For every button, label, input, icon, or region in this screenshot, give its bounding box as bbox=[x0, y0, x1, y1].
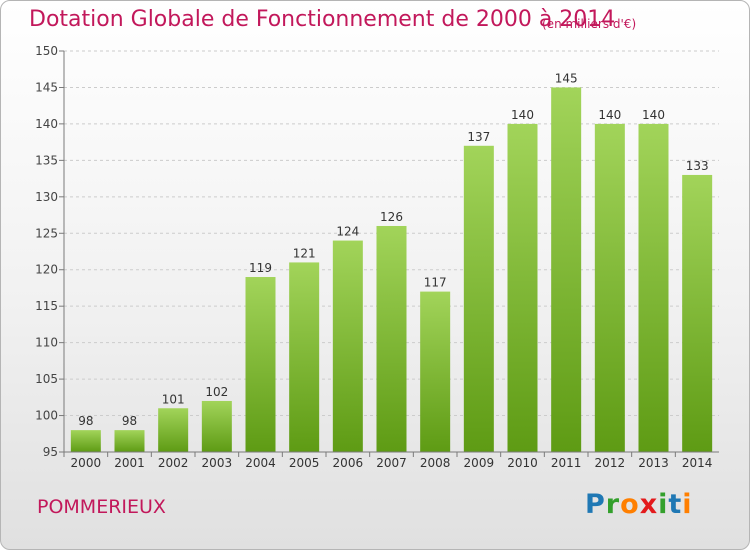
data-label: 140 bbox=[598, 108, 621, 122]
y-tick-label: 150 bbox=[35, 44, 58, 58]
chart-title: Dotation Globale de Fonctionnement de 20… bbox=[29, 7, 616, 32]
x-tick-label: 2005 bbox=[289, 456, 320, 470]
x-tick-label: 2004 bbox=[245, 456, 276, 470]
data-label: 117 bbox=[424, 276, 447, 290]
data-label: 119 bbox=[249, 261, 272, 275]
bar-2004 bbox=[245, 277, 276, 452]
data-label: 121 bbox=[293, 246, 316, 260]
bar-2005 bbox=[289, 262, 320, 452]
bar-2001 bbox=[114, 430, 145, 452]
x-tick-label: 2008 bbox=[420, 456, 451, 470]
x-tick-label: 2001 bbox=[114, 456, 145, 470]
data-label: 101 bbox=[162, 392, 185, 406]
data-label: 124 bbox=[336, 225, 359, 239]
logo-letter: t bbox=[668, 489, 683, 520]
y-tick-label: 130 bbox=[35, 190, 58, 204]
bar-2000 bbox=[70, 430, 101, 452]
x-tick-label: 2013 bbox=[638, 456, 669, 470]
x-tick-label: 2010 bbox=[507, 456, 538, 470]
x-tick-label: 2012 bbox=[595, 456, 626, 470]
bar-2013 bbox=[638, 123, 669, 452]
data-label: 140 bbox=[511, 108, 534, 122]
data-label: 145 bbox=[555, 71, 578, 85]
axes bbox=[59, 50, 719, 457]
y-tick-label: 100 bbox=[35, 409, 58, 423]
proxiti-logo: Proxiti bbox=[585, 489, 693, 520]
bar-2008 bbox=[420, 291, 451, 452]
y-tick-label: 135 bbox=[35, 153, 58, 167]
y-tick-label: 95 bbox=[43, 445, 58, 459]
y-tick-label: 105 bbox=[35, 372, 58, 386]
logo-letter: r bbox=[605, 489, 621, 520]
logo-letter: P bbox=[585, 489, 606, 520]
y-tick-label: 125 bbox=[35, 226, 58, 240]
bar-2002 bbox=[158, 408, 189, 452]
commune-name: POMMERIEUX bbox=[37, 496, 166, 518]
bar-2010 bbox=[507, 123, 538, 452]
y-tick-label: 110 bbox=[35, 336, 58, 350]
bar-2011 bbox=[551, 87, 582, 453]
data-label: 102 bbox=[205, 385, 228, 399]
x-tick-label: 2009 bbox=[464, 456, 495, 470]
y-tick-label: 120 bbox=[35, 263, 58, 277]
y-tick-label: 145 bbox=[35, 80, 58, 94]
data-label: 140 bbox=[642, 108, 665, 122]
bar-2006 bbox=[332, 240, 363, 452]
data-label: 133 bbox=[686, 159, 709, 173]
bar-2012 bbox=[594, 123, 625, 452]
data-label: 98 bbox=[78, 414, 93, 428]
labels: 95 100 105 110 115 120 125 130 135 140 145 150 98 200… bbox=[35, 44, 712, 470]
logo-letter: x bbox=[639, 489, 659, 520]
logo-letter: i bbox=[682, 489, 693, 520]
bars bbox=[70, 87, 713, 453]
bar-2007 bbox=[376, 225, 407, 452]
x-tick-label: 2014 bbox=[682, 456, 713, 470]
x-tick-label: 2007 bbox=[376, 456, 407, 470]
data-label: 98 bbox=[122, 414, 137, 428]
bar-2014 bbox=[682, 174, 713, 453]
data-label: 126 bbox=[380, 210, 403, 224]
logo-letter: o bbox=[620, 489, 640, 520]
x-tick-label: 2011 bbox=[551, 456, 582, 470]
y-tick-label: 140 bbox=[35, 117, 58, 131]
unit-label: (en milliers d'€) bbox=[542, 17, 637, 31]
bar-2003 bbox=[201, 400, 232, 452]
y-tick-label: 115 bbox=[35, 299, 58, 313]
x-tick-label: 2003 bbox=[202, 456, 233, 470]
logo-letter: i bbox=[658, 489, 669, 520]
x-tick-label: 2002 bbox=[158, 456, 189, 470]
x-tick-label: 2000 bbox=[71, 456, 102, 470]
x-tick-label: 2006 bbox=[333, 456, 364, 470]
bar-2009 bbox=[463, 145, 494, 453]
data-label: 137 bbox=[467, 130, 490, 144]
